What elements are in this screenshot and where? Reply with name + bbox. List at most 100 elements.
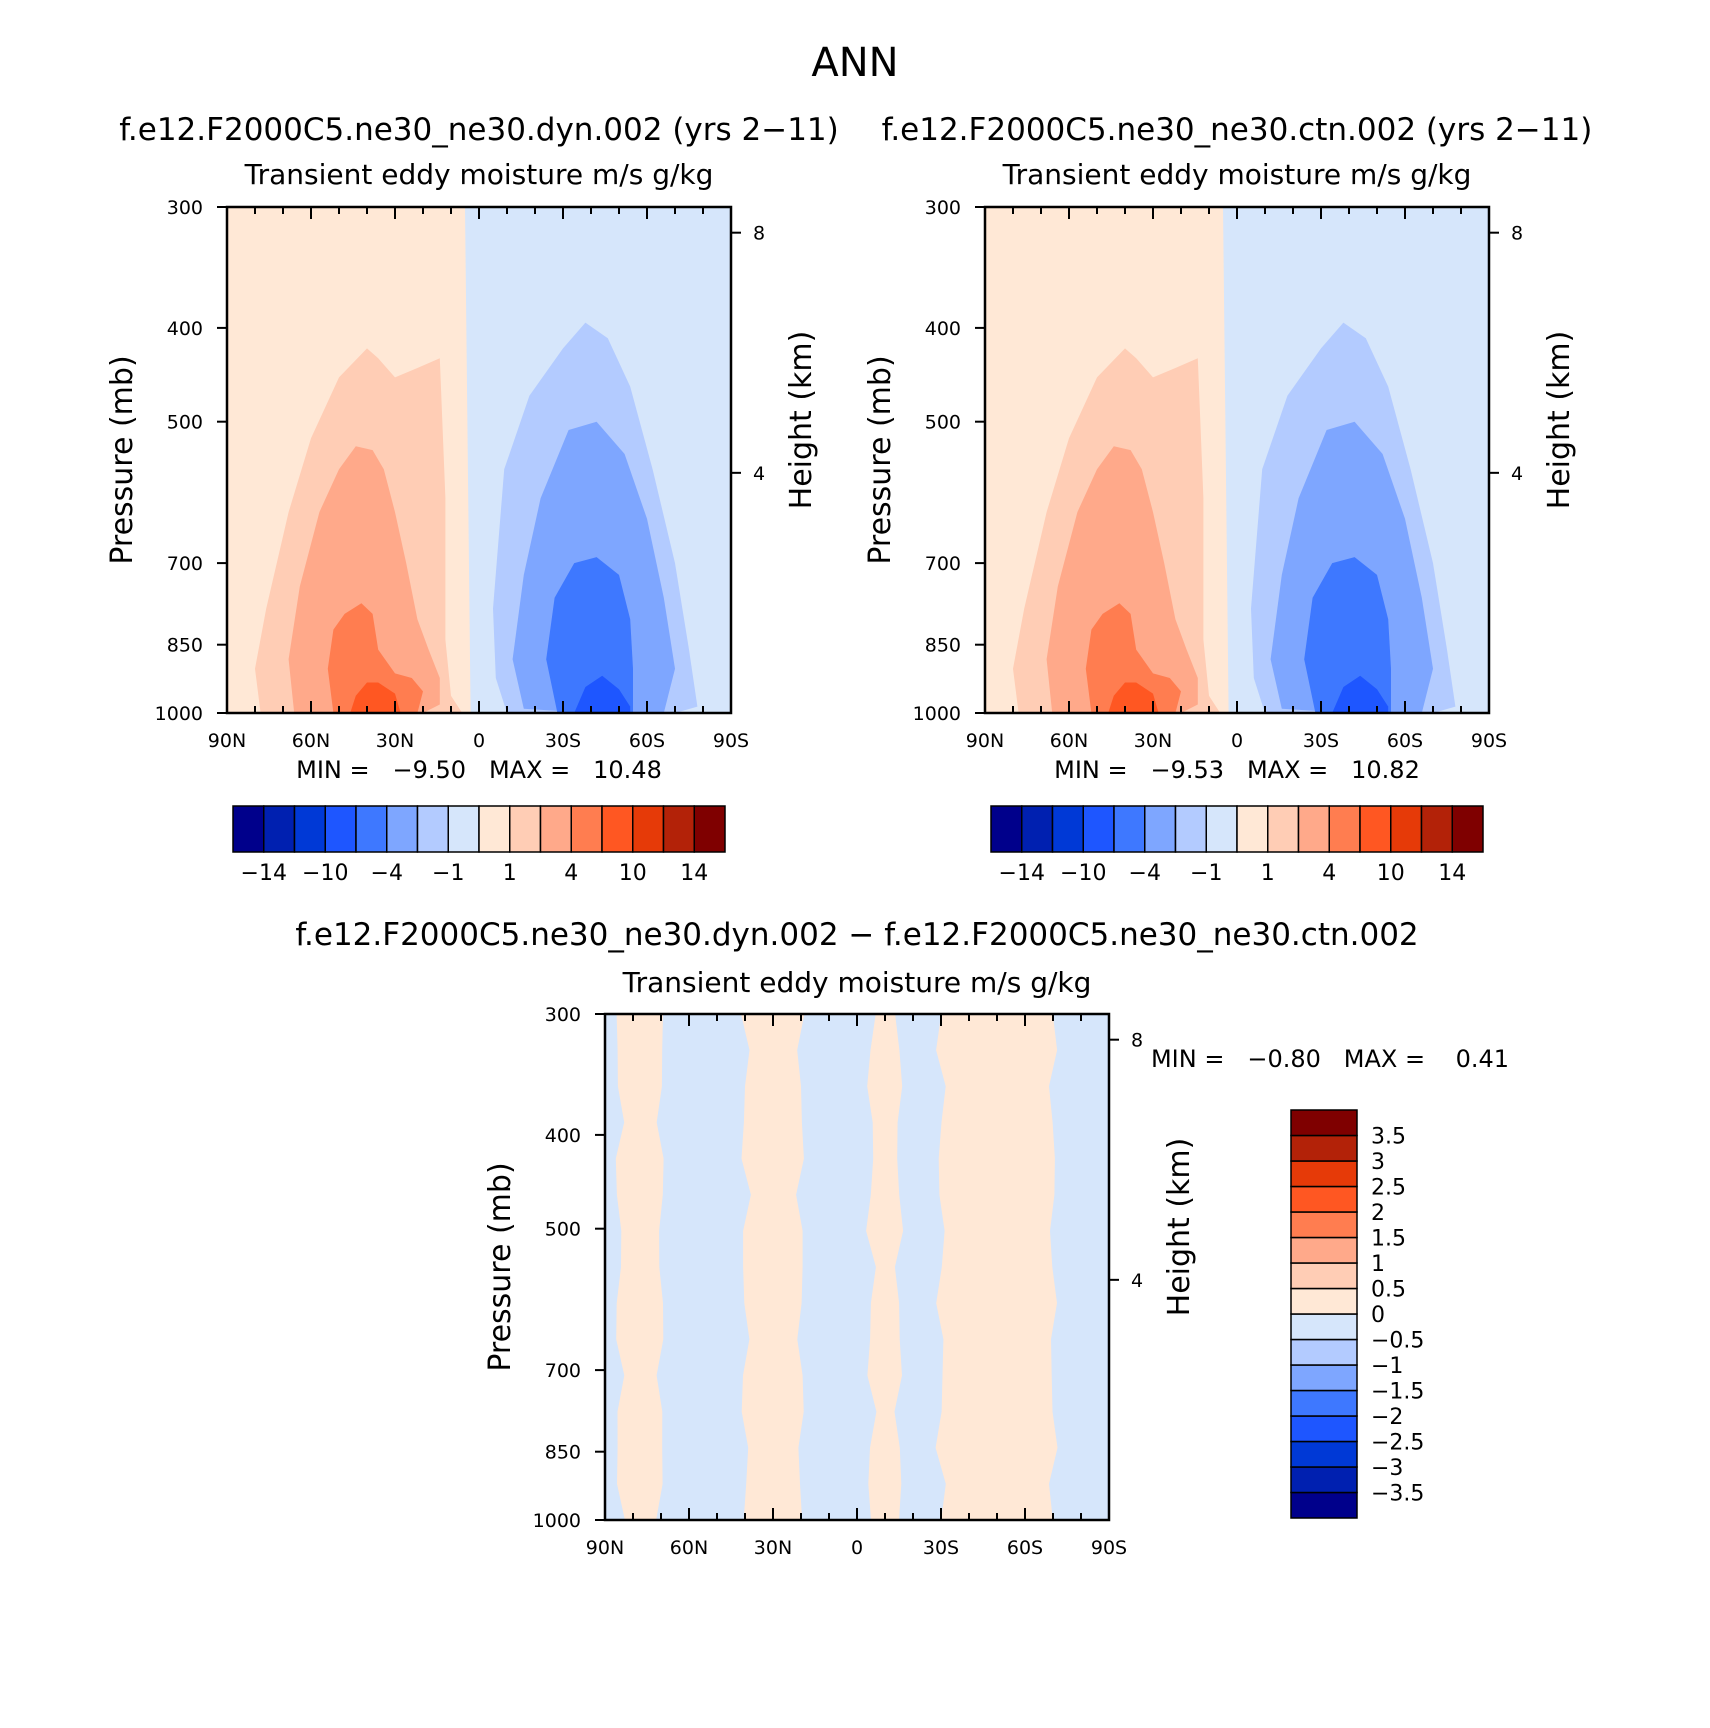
colorbar-swatch — [478, 805, 511, 853]
y-axis-label: Pressure (mb) — [863, 355, 898, 564]
y2-tick-label: 8 — [753, 223, 765, 245]
colorbar-label: −2.5 — [1371, 1431, 1424, 1456]
y2-tick-label: 8 — [1131, 1030, 1143, 1052]
x-tick-label: 30N — [376, 730, 414, 752]
x-tick-label: 60S — [1007, 1537, 1043, 1559]
y-axis-label: Pressure (mb) — [483, 1162, 518, 1371]
plot-area — [985, 207, 1489, 713]
colorbar-swatch — [1290, 1185, 1358, 1213]
plot-area — [605, 1014, 1109, 1520]
colorbar-swatch — [1290, 1491, 1358, 1519]
colorbar-label: 4 — [1322, 861, 1336, 886]
colorbar-label: 0.5 — [1371, 1278, 1406, 1303]
colorbar-swatch — [1290, 1389, 1358, 1417]
colorbar-swatch — [1290, 1338, 1358, 1366]
y-tick-label: 500 — [545, 1219, 581, 1241]
colorbar: −14 −10 −4 −1 1 4 10 14 — [232, 805, 726, 886]
contour-level--7 — [1332, 675, 1389, 713]
colorbar-label: 2 — [1371, 1201, 1385, 1226]
colorbar-swatch — [1205, 805, 1238, 853]
colorbar-label: −4 — [371, 861, 403, 886]
chart-panel-1: 90N 60N 30N 0 30S 60S 90S 300 400 500 700 850 1000 4 8… — [105, 112, 839, 886]
colorbar-label: −0.5 — [1371, 1329, 1424, 1354]
x-tick-label: 90N — [208, 730, 246, 752]
y2-axis-label: Height (km) — [1162, 1138, 1197, 1317]
colorbar-swatch — [990, 805, 1023, 853]
colorbar-swatch — [416, 805, 449, 853]
colorbar-label: 3 — [1371, 1150, 1385, 1175]
colorbar-swatch — [232, 805, 265, 853]
y-tick-label: 400 — [925, 318, 961, 340]
colorbar-swatch — [1359, 805, 1392, 853]
panel-title: f.e12.F2000C5.ne30_ne30.dyn.002 (yrs 2−1… — [119, 112, 839, 148]
x-tick-label: 0 — [1231, 730, 1243, 752]
colorbar-label: 1 — [503, 861, 517, 886]
colorbar-swatch — [355, 805, 388, 853]
x-tick-label: 30N — [754, 1537, 792, 1559]
x-tick-label: 90S — [1091, 1537, 1127, 1559]
colorbar-label: −10 — [302, 861, 348, 886]
colorbar-swatch — [632, 805, 665, 853]
y-tick-label: 850 — [167, 635, 203, 657]
colorbar-swatch — [601, 805, 634, 853]
x-tick-label: 30S — [923, 1537, 959, 1559]
y2-tick-label: 4 — [1511, 463, 1523, 485]
x-tick-label: 30S — [1303, 730, 1339, 752]
colorbar-swatch — [386, 805, 419, 853]
colorbar-swatch — [1290, 1466, 1358, 1494]
panel-subtitle: Transient eddy moisture m/s g/kg — [1002, 158, 1472, 191]
min-max-stats: MIN = −0.80 MAX = 0.41 — [1151, 1045, 1509, 1073]
colorbar-swatch — [1021, 805, 1054, 853]
colorbar-label: 1 — [1371, 1252, 1385, 1277]
y-tick-label: 700 — [925, 553, 961, 575]
colorbar-label: −4 — [1129, 861, 1161, 886]
colorbar-label: 4 — [564, 861, 578, 886]
contour-level-7 — [1085, 603, 1181, 713]
colorbar-label: −3.5 — [1371, 1482, 1424, 1507]
colorbar-swatch — [324, 805, 357, 853]
colorbar-label: 10 — [1377, 861, 1405, 886]
colorbar-swatch — [1290, 1160, 1358, 1188]
colorbar-swatch — [1390, 805, 1423, 853]
colorbar-swatch — [662, 805, 695, 853]
contour-fill-layer — [605, 1014, 1109, 1520]
colorbar: −3.5−3−2.5−2−1.5−1−0.500.511.522.533.5 — [1290, 1109, 1424, 1519]
x-tick-label: 60S — [1387, 730, 1423, 752]
y-tick-label: 850 — [925, 635, 961, 657]
y2-axis-label: Height (km) — [784, 331, 819, 510]
y-tick-label: 1000 — [533, 1510, 581, 1532]
min-max-stats: MIN = −9.50 MAX = 10.48 — [296, 756, 662, 784]
x-tick-label: 30S — [545, 730, 581, 752]
x-tick-label: 90S — [1471, 730, 1507, 752]
chart-panel-2: 90N 60N 30N 0 30S 60S 90S 300 400 500 700 850 1000 4 8… — [863, 112, 1592, 886]
colorbar-swatch — [1267, 805, 1300, 853]
colorbar-swatch — [447, 805, 480, 853]
contour-region-positive — [935, 1014, 1058, 1520]
x-tick-label: 90N — [966, 730, 1004, 752]
colorbar-swatch — [1290, 1236, 1358, 1264]
colorbar-swatch — [1451, 805, 1484, 853]
y-axis-label: Pressure (mb) — [105, 355, 140, 564]
colorbar-label: 14 — [1438, 861, 1466, 886]
colorbar-label: 0 — [1371, 1303, 1385, 1328]
chart-panel-3: 90N 60N 30N 0 30S 60S 90S 300 400 500 700 850 1000 4 8… — [295, 917, 1509, 1559]
colorbar-label: 2.5 — [1371, 1176, 1406, 1201]
colorbar-swatch — [1290, 1109, 1358, 1137]
panel-title: f.e12.F2000C5.ne30_ne30.ctn.002 (yrs 2−1… — [882, 112, 1593, 148]
colorbar-swatch — [1082, 805, 1115, 853]
colorbar-swatch — [1051, 805, 1084, 853]
colorbar-swatch — [1144, 805, 1177, 853]
colorbar-swatch — [1290, 1364, 1358, 1392]
panel-subtitle: Transient eddy moisture m/s g/kg — [244, 158, 714, 191]
colorbar-swatch — [1290, 1262, 1358, 1290]
colorbar-label: −1 — [1371, 1354, 1403, 1379]
panel-subtitle: Transient eddy moisture m/s g/kg — [622, 966, 1092, 999]
contour-region-positive — [741, 1014, 805, 1520]
x-tick-label: 60N — [670, 1537, 708, 1559]
colorbar-label: −3 — [1371, 1456, 1403, 1481]
contour-level--4 — [1304, 557, 1391, 713]
x-tick-label: 60N — [1050, 730, 1088, 752]
y2-tick-label: 4 — [753, 463, 765, 485]
y2-tick-label: 4 — [1131, 1270, 1143, 1292]
